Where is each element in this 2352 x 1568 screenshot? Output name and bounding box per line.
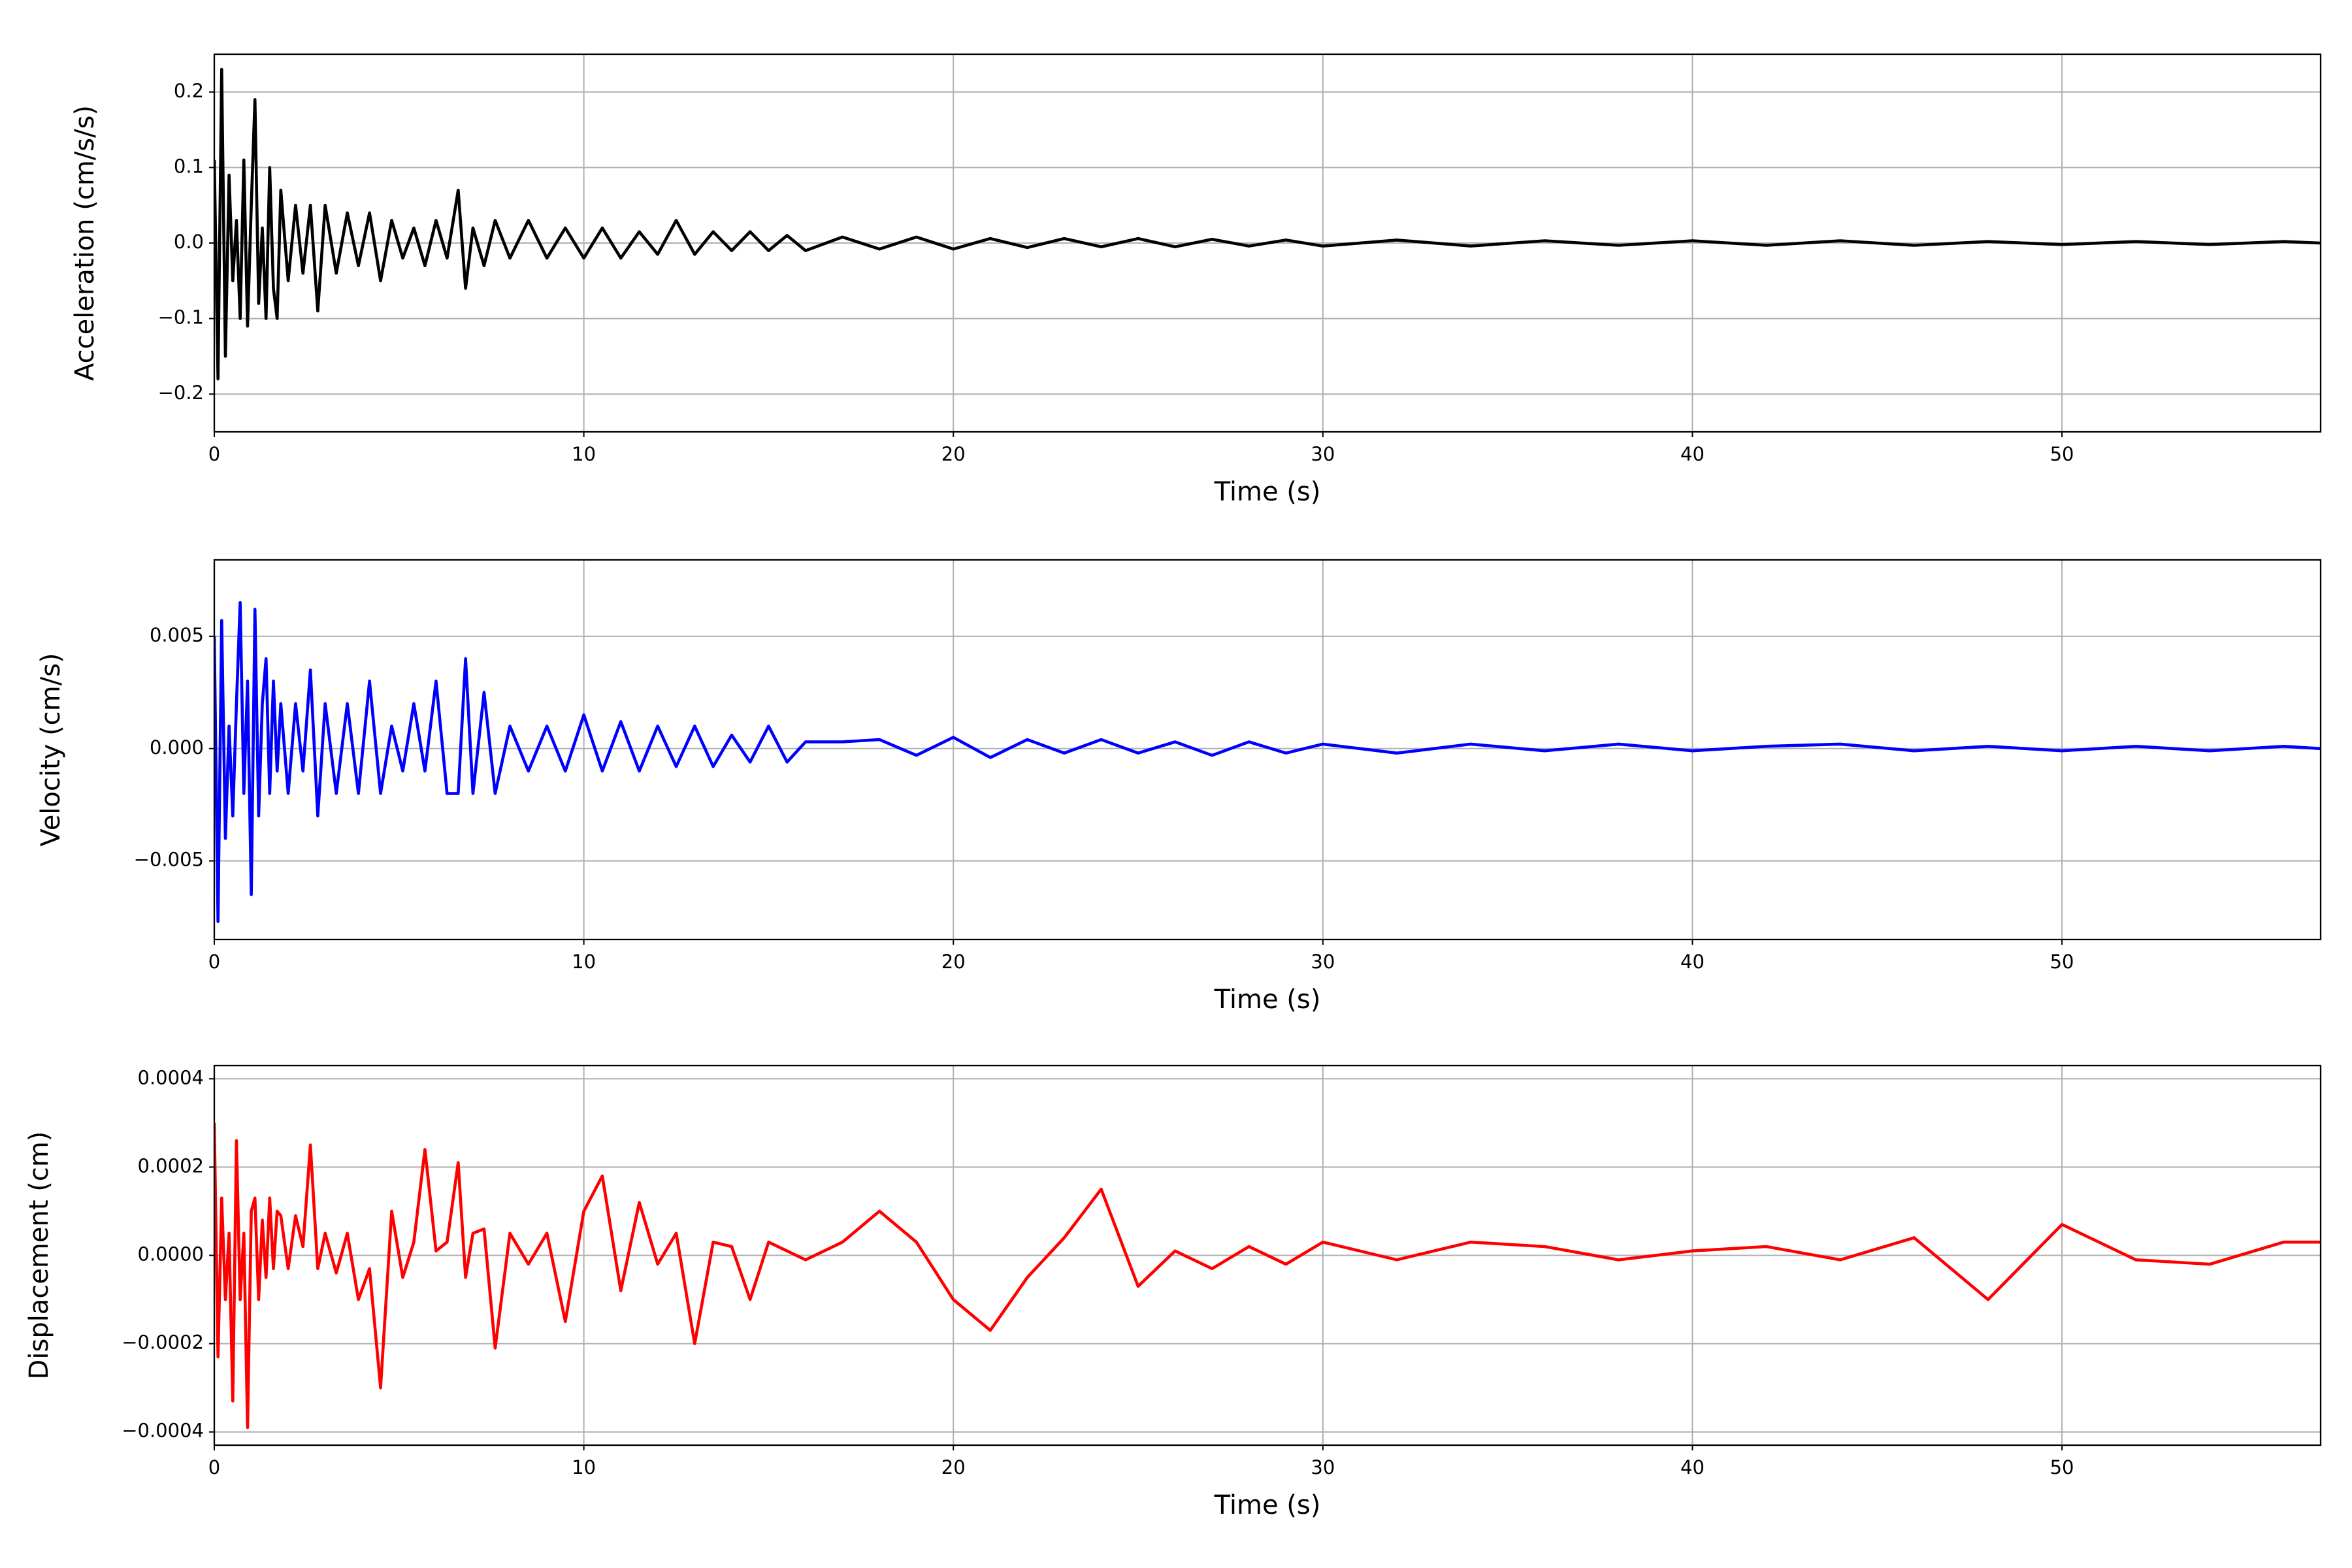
y-tick-label: 0.2 <box>174 80 204 102</box>
data-line <box>214 601 2321 923</box>
y-tick-label: 0.000 <box>150 736 204 759</box>
y-tick-label: 0.1 <box>174 155 204 177</box>
subplot: 0 10 20 30 40 50 −0.2 −0.1 0.0 0.1 0.2 Time (s) Acce… <box>70 53 2322 507</box>
x-tick-label: 50 <box>2050 951 2074 973</box>
x-axis-label: Time (s) <box>1214 477 1321 507</box>
y-tick-label: −0.0004 <box>122 1420 204 1442</box>
x-tick-label: 30 <box>1311 443 1335 465</box>
x-tick-label: 0 <box>208 443 220 465</box>
y-tick-label: 0.0004 <box>138 1066 204 1088</box>
y-tick-label: −0.2 <box>158 382 204 404</box>
x-tick-label: 0 <box>208 951 220 973</box>
axes-frame <box>213 53 2322 433</box>
x-axis-label: Time (s) <box>1214 985 1321 1015</box>
x-tick-label: 20 <box>941 1456 966 1478</box>
subplot: 0 10 20 30 40 50 −0.0004 −0.0002 0.0000 0.0002 0.0… <box>24 1064 2322 1520</box>
y-tick-label: −0.1 <box>158 306 204 329</box>
y-tick-label: 0.005 <box>150 624 204 646</box>
x-tick-label: 0 <box>208 1456 220 1478</box>
x-tick-label: 30 <box>1311 951 1335 973</box>
subplot: 0 10 20 30 40 50 −0.005 0.000 0.005 Time (s) Veloc… <box>36 559 2322 1015</box>
x-axis-label: Time (s) <box>1214 1490 1321 1520</box>
data-line <box>214 67 2321 381</box>
y-tick-label: 0.0 <box>174 231 204 253</box>
x-tick-label: 20 <box>941 443 966 465</box>
x-tick-label: 20 <box>941 951 966 973</box>
data-line <box>214 1122 2321 1429</box>
y-tick-label: 0.0002 <box>138 1154 204 1177</box>
axes-frame <box>213 1064 2322 1446</box>
axes-frame <box>213 559 2322 941</box>
x-tick-label: 10 <box>572 443 596 465</box>
x-tick-label: 40 <box>1680 1456 1705 1478</box>
y-axis-label: Velocity (cm/s) <box>36 653 66 846</box>
y-tick-label: −0.005 <box>134 849 204 871</box>
x-tick-label: 50 <box>2050 443 2074 465</box>
x-tick-label: 40 <box>1680 951 1705 973</box>
y-tick-label: 0.0000 <box>138 1243 204 1266</box>
x-tick-label: 30 <box>1311 1456 1335 1478</box>
y-axis-label: Displacement (cm) <box>24 1132 54 1380</box>
x-tick-label: 40 <box>1680 443 1705 465</box>
x-tick-label: 10 <box>572 951 596 973</box>
y-axis-label: Acceleration (cm/s/s) <box>70 105 100 381</box>
x-tick-label: 10 <box>572 1456 596 1478</box>
x-tick-label: 50 <box>2050 1456 2074 1478</box>
y-tick-label: −0.0002 <box>122 1331 204 1354</box>
